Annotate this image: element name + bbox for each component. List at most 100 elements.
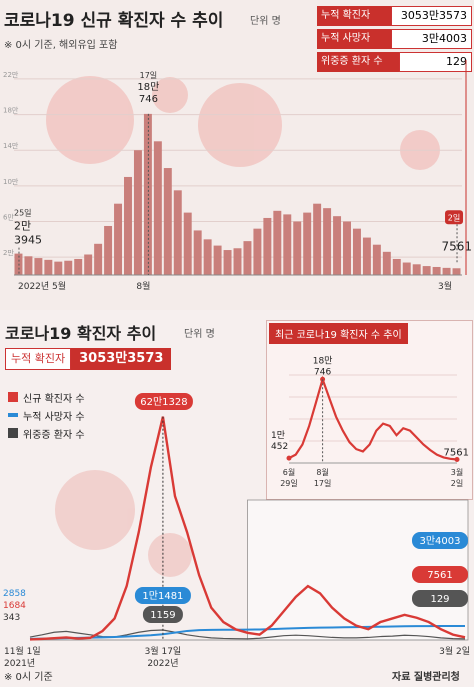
top-title: 코로나19 신규 확진자 수 추이 xyxy=(4,11,224,31)
bottom-panel: 코로나19 확진자 추이 단위 명 누적 확진자 3053만3573 신규 확진… xyxy=(0,310,474,687)
bar xyxy=(442,267,451,275)
legend-label: 누적 사망자 수 xyxy=(23,411,85,423)
x-tick-label: 3월 17일 xyxy=(145,645,182,657)
source: 자료 질병관리청 xyxy=(392,672,460,683)
inset-title: 최근 코로나19 확진자 수 추이 xyxy=(269,323,408,344)
peak-callout-cases xyxy=(134,393,193,410)
bar xyxy=(104,225,113,275)
bar xyxy=(64,260,73,275)
legend-label: 신규 확진자 수 xyxy=(23,393,85,405)
bar xyxy=(213,245,222,275)
deaths-line xyxy=(29,625,466,640)
bar xyxy=(333,216,342,275)
x-tick-label: 8월 xyxy=(136,280,150,292)
inset-point xyxy=(286,455,292,461)
annotation-date: 2일 xyxy=(448,213,460,222)
end-value-badge xyxy=(412,532,468,549)
inset-annotation-value: 18만 xyxy=(313,355,333,366)
top-note: ※ 0시 기준, 해외유입 포함 xyxy=(4,40,118,51)
peak-callout-label: 1만1481 xyxy=(142,590,183,602)
year-label: 2021년 xyxy=(4,658,35,669)
stat-value: 3053만3573 xyxy=(391,6,472,26)
bar xyxy=(54,261,63,275)
bar xyxy=(203,239,212,275)
bar xyxy=(303,212,312,275)
bar xyxy=(253,228,262,275)
top-unit: 단위 명 xyxy=(250,16,281,27)
legend-label: 위중증 환자 수 xyxy=(23,429,85,441)
stats-table: 누적 확진자 3053만3573 누적 사망자 3만4003 위중증 환자 수 … xyxy=(317,6,472,72)
bar xyxy=(163,168,172,275)
inset-x-tick-label: 2일 xyxy=(451,479,463,488)
y-tick-label: 22만 xyxy=(3,70,19,79)
annotation-value: 746 xyxy=(139,94,158,105)
inset-annotation-value: 746 xyxy=(314,367,331,377)
peak-callout-deaths xyxy=(134,587,191,604)
bar xyxy=(273,210,282,275)
start-value-label: 2858 xyxy=(3,589,26,599)
cumulative-label: 누적 확진자 xyxy=(5,348,72,370)
bar xyxy=(193,230,202,275)
inset-annotation-value: 452 xyxy=(271,442,288,452)
inset-x-tick-label: 8월 xyxy=(316,467,328,477)
bar xyxy=(352,228,361,275)
bar xyxy=(283,214,292,275)
annotation-value: 3945 xyxy=(14,234,42,247)
x-tick-label: 3월 xyxy=(438,280,452,292)
bar xyxy=(223,250,232,275)
bar xyxy=(44,259,53,275)
stat-label: 누적 사망자 xyxy=(317,29,391,49)
stat-label: 위중증 환자 수 xyxy=(317,52,399,72)
bar xyxy=(372,244,381,275)
stat-row-cases: 누적 확진자 3053만3573 xyxy=(317,6,472,26)
bar xyxy=(153,141,162,275)
end-value-label: 3만4003 xyxy=(419,535,460,547)
legend-swatch xyxy=(8,392,18,402)
legend: 신규 확진자 수 누적 사망자 수 위중증 환자 수 xyxy=(8,388,85,442)
peak-callout-critical xyxy=(142,606,183,623)
x-tick-label: 11월 1일 xyxy=(4,645,41,657)
annotation-value: 18만 xyxy=(137,81,159,93)
peak-callout-label: 1159 xyxy=(150,610,175,621)
inset-x-tick-label: 17일 xyxy=(314,479,332,488)
bar xyxy=(323,208,332,275)
y-tick-label: 2만 xyxy=(3,248,14,257)
bar xyxy=(133,150,142,275)
y-tick-label: 14만 xyxy=(3,141,19,150)
bar xyxy=(382,251,391,275)
bottom-unit: 단위 명 xyxy=(184,329,215,340)
bar xyxy=(452,268,461,275)
footnote: ※ 0시 기준 xyxy=(4,672,53,683)
legend-item-new-cases: 신규 확진자 수 xyxy=(8,388,85,406)
bar xyxy=(263,217,272,275)
bar xyxy=(412,264,421,275)
bar xyxy=(392,258,401,275)
annotation-date: 25일 xyxy=(14,209,32,218)
bar xyxy=(343,221,351,275)
bar xyxy=(362,237,371,275)
main-line-chart: 2858 1684 343 62만1328 1만1481 1159 3만4003 7561 12… xyxy=(3,393,470,669)
legend-swatch xyxy=(8,413,18,417)
stat-row-deaths: 누적 사망자 3만4003 xyxy=(317,29,472,49)
inset-cases-line xyxy=(288,375,458,461)
annotation-value: 7561 xyxy=(441,239,472,253)
inset-point xyxy=(454,456,460,462)
legend-item-critical: 위중증 환자 수 xyxy=(8,424,85,442)
bar xyxy=(313,203,322,275)
peak-callout-label: 62만1328 xyxy=(140,396,187,408)
end-value-label: 129 xyxy=(430,594,449,605)
inset-panel: 최근 코로나19 확진자 수 추이 1만 452 18만 746 7561 6월 29일 8월… xyxy=(266,320,473,500)
inset-annotation-value: 7561 xyxy=(444,447,469,458)
x-tick-label: 3월 2일 xyxy=(439,645,470,657)
annotation-value: 2만 xyxy=(14,220,31,233)
annotation-date-badge xyxy=(445,210,464,225)
end-value-badge xyxy=(412,590,468,607)
inset-annotation-value: 1만 xyxy=(271,430,285,441)
bar xyxy=(84,254,93,275)
bar xyxy=(24,256,33,275)
bar xyxy=(402,262,411,275)
cumulative-value: 3053만3573 xyxy=(71,348,172,370)
bar xyxy=(34,258,43,275)
end-value-label: 7561 xyxy=(427,570,452,581)
annotation-date: 17일 xyxy=(140,71,158,80)
